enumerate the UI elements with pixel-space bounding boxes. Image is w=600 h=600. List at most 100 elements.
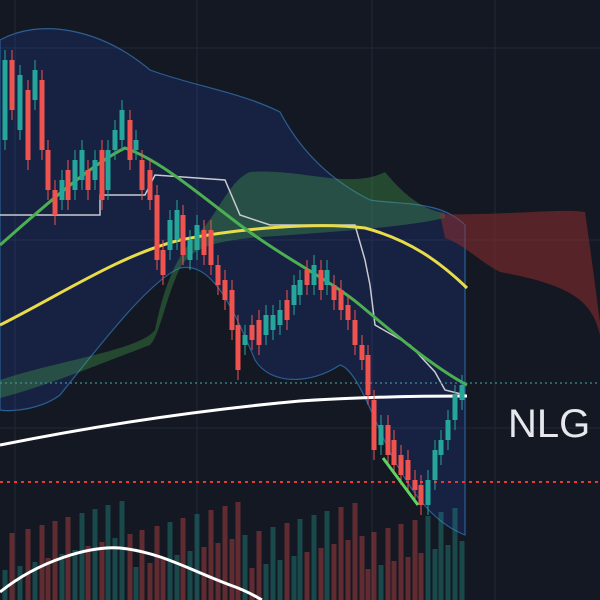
volume-bar xyxy=(291,556,297,600)
volume-bar xyxy=(438,512,444,600)
candle-body xyxy=(208,230,214,265)
candle-body xyxy=(438,440,444,455)
volume-bar xyxy=(256,531,262,600)
volume-bar xyxy=(235,502,241,600)
candle-body xyxy=(139,160,145,190)
candle-body xyxy=(32,70,38,100)
candle-body xyxy=(154,195,160,260)
volume-bar xyxy=(277,560,283,600)
candle-body xyxy=(25,90,31,160)
cloud-bullish xyxy=(0,171,445,398)
candle-body xyxy=(127,120,133,160)
candle-body xyxy=(338,290,344,310)
ticker-label: NLG xyxy=(508,402,590,446)
candle-body xyxy=(359,345,365,360)
volume-bar xyxy=(127,534,133,600)
volume-bar xyxy=(147,563,153,600)
volume-bar xyxy=(318,548,324,600)
moving-average xyxy=(0,394,468,447)
candle-body xyxy=(92,160,98,180)
volume-bar xyxy=(405,557,411,600)
volume-bar xyxy=(2,570,8,600)
volume-bar xyxy=(45,558,51,600)
volume-bar xyxy=(398,524,404,600)
volume-bar xyxy=(324,511,330,600)
candle-body xyxy=(398,455,404,475)
candle-body xyxy=(229,290,235,330)
candle-body xyxy=(112,130,118,150)
volume-bar xyxy=(65,517,71,600)
candles xyxy=(2,50,465,515)
volume-bar xyxy=(385,528,391,600)
volume-bar xyxy=(359,536,365,600)
volume-bar xyxy=(92,509,98,600)
volume-bar xyxy=(345,540,351,600)
cloud-bearish xyxy=(440,210,600,335)
volume-bar xyxy=(174,555,180,600)
volume-bar xyxy=(39,525,45,600)
volume-bar xyxy=(412,520,418,600)
candle-body xyxy=(352,320,358,345)
candle-body xyxy=(391,440,397,465)
candle-body xyxy=(147,170,153,200)
volume-bar xyxy=(432,549,438,600)
volume-bar xyxy=(378,565,384,600)
candle-body xyxy=(105,150,111,190)
volume-bar xyxy=(391,561,397,600)
candle-body xyxy=(215,265,221,285)
candle-body xyxy=(65,170,71,200)
volume-bar xyxy=(208,510,214,600)
volume-bar xyxy=(242,535,248,600)
candle-body xyxy=(194,225,200,250)
candle-body xyxy=(324,270,330,285)
candle-body xyxy=(405,460,411,480)
volume-bar xyxy=(338,507,344,600)
candle-body xyxy=(99,150,105,200)
volume-bar xyxy=(99,542,105,600)
candle-body xyxy=(187,240,193,260)
oscillator xyxy=(0,546,263,600)
candle-body xyxy=(242,335,248,345)
candle-body xyxy=(432,450,438,480)
candle-body xyxy=(425,480,431,505)
candle-body xyxy=(291,285,297,305)
volume-bar xyxy=(284,523,290,600)
candle-body xyxy=(263,315,269,335)
candle-body xyxy=(445,420,451,440)
candle-body xyxy=(345,305,351,320)
volume-bar xyxy=(215,543,221,600)
candle-body xyxy=(365,355,371,395)
candle-body xyxy=(52,190,58,215)
candle-body xyxy=(201,230,207,255)
candle-body xyxy=(331,285,337,300)
candle-body xyxy=(17,75,23,130)
volume-bar xyxy=(249,568,255,600)
volume-bar xyxy=(105,505,111,600)
candle-body xyxy=(371,400,377,450)
volume-bar xyxy=(72,550,78,600)
candle-body xyxy=(160,250,166,275)
candle-body xyxy=(412,480,418,490)
candle-body xyxy=(385,425,391,455)
candle-body xyxy=(256,320,262,345)
volume-bar xyxy=(85,546,91,600)
candle-body xyxy=(59,180,65,200)
candle-body xyxy=(235,325,241,370)
volume-bar xyxy=(270,527,276,600)
moving-average xyxy=(0,224,469,327)
candle-body xyxy=(174,210,180,240)
volume-bar xyxy=(229,539,235,600)
candle-body xyxy=(277,310,283,325)
volume-bar xyxy=(425,516,431,600)
volume-bar xyxy=(119,501,125,600)
volume-bar xyxy=(452,508,458,600)
volume-bar xyxy=(222,506,228,600)
volume-bar xyxy=(180,518,186,600)
candle-body xyxy=(133,140,139,150)
volume-bar xyxy=(112,538,118,600)
trend-line xyxy=(381,457,420,506)
volume-bar xyxy=(187,551,193,600)
volume-bar xyxy=(263,564,269,600)
volume-bar xyxy=(459,541,465,600)
